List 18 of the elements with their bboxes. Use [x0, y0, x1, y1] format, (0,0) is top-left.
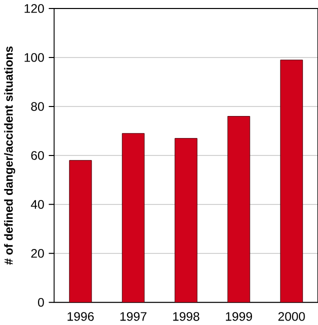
x-tick-label: 2000 [278, 312, 305, 321]
y-tick-label: 80 [30, 102, 44, 111]
y-tick-label: 0 [38, 298, 44, 307]
bar [68, 160, 92, 302]
x-tick-label: 1997 [120, 312, 146, 321]
bar [122, 133, 144, 302]
y-tick-label: 60 [31, 151, 44, 160]
bar [227, 116, 250, 302]
x-tick-label: 1999 [226, 312, 252, 321]
y-tick-label: 100 [24, 53, 44, 62]
bar [174, 138, 198, 302]
x-tick-label: 1998 [172, 312, 200, 321]
y-tick-label: 40 [30, 200, 44, 209]
bar [280, 60, 303, 302]
y-tick-label: 20 [31, 249, 44, 258]
y-tick-label: 120 [24, 4, 44, 13]
y-axis-title: # of defined danger/accident situations [4, 46, 15, 265]
x-tick-label: 1996 [67, 312, 94, 321]
